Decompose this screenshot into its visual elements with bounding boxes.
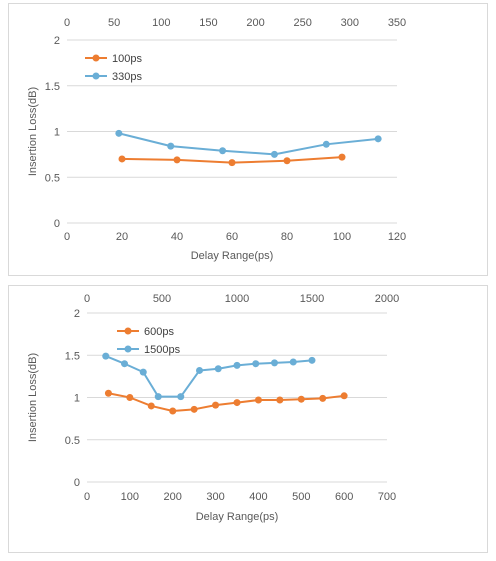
data-point-1500ps [289, 358, 297, 366]
chart-panel-2: 0 0.5 1 1.5 2 0 100 200 300 400 500 600 700 0 500 1000 1… [8, 285, 488, 553]
x-bottom-tick-label: 60 [226, 231, 238, 243]
data-point-100ps [228, 159, 236, 167]
legend-label: 600ps [144, 326, 174, 338]
data-point-600ps [297, 395, 305, 403]
x-top-tick-label: 0 [84, 293, 90, 305]
x-top-tick-label: 200 [246, 17, 264, 29]
data-point-1500ps [177, 393, 185, 401]
data-point-100ps [118, 155, 126, 163]
x-bottom-tick-label: 20 [116, 231, 128, 243]
x-top-tick-label: 500 [153, 293, 171, 305]
x-top-tick-label: 150 [199, 17, 217, 29]
data-point-1500ps [271, 359, 278, 367]
data-point-330ps [167, 142, 175, 150]
series-line-330ps [118, 132, 379, 156]
data-point-1500ps [121, 360, 128, 368]
y-tick-label: 2 [74, 308, 80, 320]
x-top-tick-label: 1000 [225, 293, 249, 305]
legend-label: 330ps [112, 71, 142, 83]
x-axis-title: Delay Range(ps) [196, 511, 279, 523]
x-bottom-tick-label: 100 [121, 491, 139, 503]
legend-marker-330ps [92, 72, 100, 80]
x-top-tick-label: 300 [341, 17, 359, 29]
x-top-tick-label: 250 [294, 17, 312, 29]
data-point-600ps [147, 402, 155, 410]
data-point-600ps [233, 399, 241, 407]
x-bottom-tick-label: 100 [333, 231, 351, 243]
x-bottom-tick-label: 80 [281, 231, 293, 243]
data-point-600ps [212, 401, 220, 409]
y-axis-title: Insertion Loss(dB) [27, 353, 39, 442]
series-line-600ps [108, 392, 345, 413]
x-bottom-tick-label: 40 [171, 231, 183, 243]
x-top-tick-label: 0 [64, 17, 70, 29]
x-bottom-tick-label: 0 [84, 491, 90, 503]
data-point-100ps [283, 157, 291, 165]
data-point-330ps [322, 140, 330, 148]
data-point-1500ps [196, 366, 203, 374]
x-bottom-tick-label: 500 [292, 491, 310, 503]
data-point-1500ps [154, 393, 162, 401]
x-top-tick-label: 2000 [375, 293, 399, 305]
x-top-tick-label: 350 [388, 17, 406, 29]
y-axis-title: Insertion Loss(dB) [27, 87, 39, 176]
data-point-330ps [270, 150, 278, 158]
y-tick-label: 0 [54, 218, 60, 230]
data-point-600ps [254, 396, 262, 404]
data-point-1500ps [308, 356, 316, 364]
x-bottom-tick-label: 400 [249, 491, 267, 503]
y-tick-label: 0.5 [45, 172, 60, 184]
legend-marker-600ps [124, 327, 132, 335]
data-point-330ps [115, 129, 123, 137]
x-bottom-tick-label: 0 [64, 231, 70, 243]
x-top-tick-label: 1500 [300, 293, 324, 305]
chart-panel-1: 0 0.5 1 1.5 2 0 20 40 60 80 100 120 0 50 100 150 200 250 3… [8, 3, 488, 276]
data-point-600ps [340, 392, 348, 400]
data-point-330ps [374, 135, 382, 143]
legend-marker-100ps [92, 54, 100, 62]
legend-label: 100ps [112, 53, 142, 65]
y-tick-label: 0 [74, 477, 80, 489]
y-tick-label: 1.5 [65, 350, 80, 362]
y-tick-label: 0.5 [65, 435, 80, 447]
y-tick-label: 2 [54, 35, 60, 47]
data-point-600ps [276, 396, 284, 404]
x-axis-title: Delay Range(ps) [191, 250, 274, 262]
x-top-tick-label: 100 [152, 17, 170, 29]
legend-label: 1500ps [144, 344, 181, 356]
data-point-600ps [104, 389, 112, 397]
data-point-330ps [219, 147, 227, 155]
data-point-600ps [190, 405, 198, 413]
data-point-600ps [126, 394, 134, 401]
x-bottom-tick-label: 120 [388, 231, 406, 243]
data-point-100ps [173, 156, 181, 164]
series-line-1500ps [105, 355, 313, 398]
x-bottom-tick-label: 300 [206, 491, 224, 503]
x-bottom-tick-label: 600 [335, 491, 353, 503]
data-point-1500ps [214, 365, 222, 373]
y-tick-label: 1 [74, 393, 80, 405]
y-tick-label: 1 [54, 127, 60, 139]
data-point-1500ps [233, 361, 241, 369]
data-point-1500ps [252, 360, 260, 368]
x-top-tick-label: 50 [108, 17, 120, 29]
x-bottom-tick-label: 200 [164, 491, 182, 503]
data-point-600ps [319, 394, 327, 402]
legend-marker-1500ps [124, 345, 132, 353]
data-point-100ps [338, 153, 346, 161]
data-point-600ps [169, 407, 177, 415]
data-point-1500ps [102, 352, 110, 360]
data-point-1500ps [139, 368, 147, 376]
x-bottom-tick-label: 700 [378, 491, 396, 503]
y-tick-label: 1.5 [45, 81, 60, 93]
